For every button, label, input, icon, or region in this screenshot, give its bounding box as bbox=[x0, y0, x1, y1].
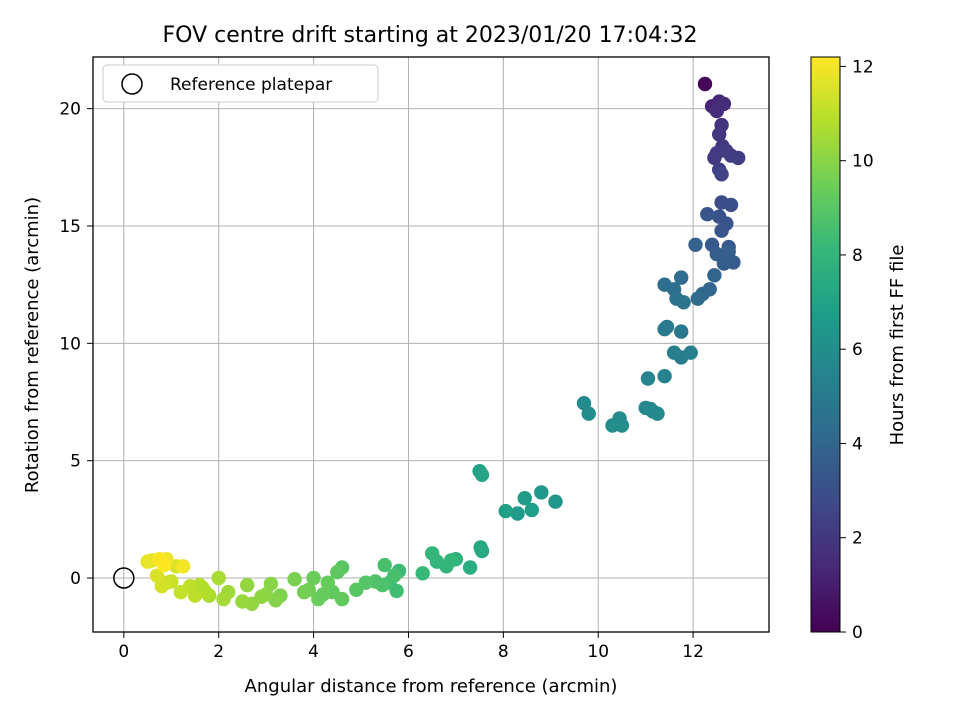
colorbar-strip bbox=[810, 56, 841, 633]
colorbar-ticks: 0 2 4 6 8 10 12 bbox=[840, 57, 874, 643]
data-point bbox=[173, 584, 188, 600]
data-point bbox=[614, 418, 630, 433]
legend-box bbox=[102, 64, 379, 103]
data-point bbox=[657, 322, 672, 337]
data-point bbox=[216, 591, 231, 607]
legend-marker-reference bbox=[121, 73, 143, 95]
data-point bbox=[657, 369, 672, 384]
x-tick-label: 4 bbox=[308, 642, 319, 662]
data-point bbox=[581, 406, 596, 421]
data-point bbox=[534, 485, 549, 500]
colorbar-tick-label: 10 bbox=[852, 152, 874, 172]
data-point bbox=[731, 150, 746, 166]
colorbar-tick-label: 8 bbox=[852, 246, 863, 266]
data-point bbox=[474, 467, 490, 482]
data-point bbox=[723, 197, 739, 213]
data-point bbox=[640, 371, 656, 386]
data-point bbox=[714, 223, 729, 238]
data-point bbox=[330, 565, 345, 580]
data-point bbox=[697, 76, 713, 92]
y-axis-label: Rotation from reference (arcmin) bbox=[22, 197, 43, 493]
data-point bbox=[415, 566, 430, 581]
data-point bbox=[700, 207, 715, 222]
plot-frame bbox=[92, 56, 770, 633]
colorbar-tick-label: 2 bbox=[852, 529, 863, 549]
data-point bbox=[211, 570, 226, 586]
grid bbox=[93, 57, 769, 632]
data-point bbox=[690, 291, 705, 306]
y-tick-label: 0 bbox=[70, 569, 81, 589]
data-point bbox=[524, 502, 539, 518]
data-point bbox=[709, 103, 724, 119]
data-point bbox=[425, 546, 440, 561]
data-point bbox=[157, 557, 172, 573]
data-point bbox=[140, 554, 155, 569]
x-tick-label: 6 bbox=[403, 642, 414, 662]
data-point bbox=[707, 150, 722, 166]
data-point bbox=[721, 244, 736, 259]
data-point bbox=[306, 570, 321, 586]
data-point bbox=[709, 246, 724, 262]
x-axis-ticks: 0 2 4 6 8 10 12 bbox=[118, 632, 704, 662]
colorbar-tick-label: 6 bbox=[852, 340, 863, 360]
data-point bbox=[444, 553, 459, 568]
y-tick-label: 10 bbox=[59, 334, 81, 354]
data-point bbox=[315, 587, 331, 602]
colorbar: 0 2 4 6 8 10 12 Hours from first FF file bbox=[810, 56, 908, 643]
data-point bbox=[377, 557, 392, 573]
data-point bbox=[149, 568, 165, 583]
y-axis-ticks: 0 5 10 15 20 bbox=[59, 100, 93, 589]
data-point bbox=[240, 577, 255, 593]
y-tick-label: 15 bbox=[59, 217, 81, 237]
data-point bbox=[498, 503, 513, 519]
data-point bbox=[235, 594, 250, 609]
x-tick-label: 2 bbox=[213, 642, 224, 662]
x-tick-label: 12 bbox=[682, 642, 704, 662]
data-point bbox=[712, 127, 727, 142]
data-point bbox=[387, 568, 402, 583]
y-tick-label: 20 bbox=[59, 100, 81, 120]
legend: Reference platepar bbox=[102, 64, 379, 103]
y-tick-label: 5 bbox=[70, 452, 81, 472]
legend-label-reference: Reference platepar bbox=[170, 75, 332, 95]
data-point bbox=[674, 270, 689, 285]
data-point bbox=[462, 560, 478, 575]
data-point bbox=[510, 506, 525, 521]
data-point bbox=[707, 268, 722, 283]
data-point bbox=[666, 345, 682, 360]
colorbar-label: Hours from first FF file bbox=[887, 245, 908, 446]
x-tick-label: 8 bbox=[498, 642, 509, 662]
data-point bbox=[714, 167, 729, 182]
data-point bbox=[349, 582, 364, 597]
data-point bbox=[548, 494, 563, 509]
data-point bbox=[334, 591, 350, 607]
colorbar-tick-label: 12 bbox=[852, 57, 874, 77]
data-point bbox=[474, 543, 490, 559]
x-tick-label: 10 bbox=[587, 642, 609, 662]
data-point bbox=[175, 559, 191, 574]
data-point bbox=[287, 572, 302, 587]
data-point bbox=[296, 584, 312, 600]
scatter-points bbox=[113, 76, 746, 611]
data-point bbox=[676, 295, 691, 310]
reference-platepar-marker bbox=[113, 567, 135, 589]
data-point bbox=[320, 575, 335, 590]
chart-title: FOV centre drift starting at 2023/01/20 … bbox=[163, 23, 698, 48]
data-point bbox=[688, 237, 703, 252]
colorbar-tick-label: 4 bbox=[852, 434, 863, 454]
x-tick-label: 0 bbox=[118, 642, 129, 662]
data-point bbox=[683, 345, 698, 360]
data-point bbox=[517, 491, 532, 506]
data-point bbox=[650, 406, 665, 421]
x-axis-label: Angular distance from reference (arcmin) bbox=[245, 676, 618, 697]
colorbar-tick-label: 0 bbox=[852, 623, 863, 643]
data-point bbox=[674, 324, 689, 339]
data-point bbox=[194, 580, 210, 595]
